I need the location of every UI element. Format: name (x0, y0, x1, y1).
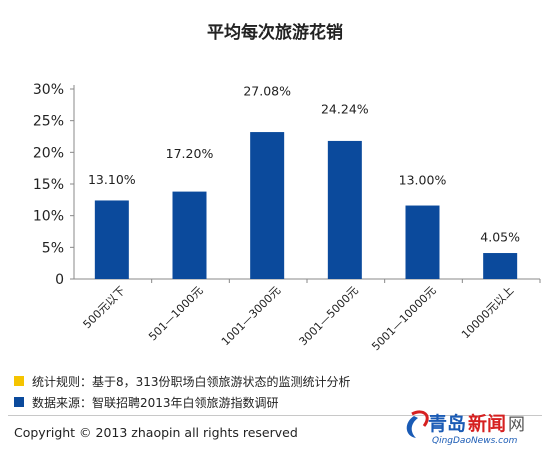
bar (94, 200, 129, 279)
legend-text-rule: 统计规则：基于8，313份职场白领旅游状态的监测统计分析 (32, 374, 351, 389)
x-tick-label: 1001—3000元 (219, 284, 283, 348)
copyright-text: Copyright © 2013 zhaopin all rights rese… (14, 425, 298, 440)
legend-item-source: 数据来源：智联招聘2013年白领旅游指数调研 (14, 394, 279, 410)
bar (327, 140, 362, 279)
chart-title: 平均每次旅游花销 (207, 23, 343, 43)
y-tick-label: 25% (33, 114, 64, 130)
x-tick-label: 3001—5000元 (297, 284, 361, 348)
legend-swatch-yellow (14, 376, 24, 386)
svg-text:网: 网 (508, 415, 525, 435)
y-tick-label: 10% (33, 209, 64, 225)
bar-value-label: 13.00% (399, 173, 447, 188)
y-tick-label: 30% (33, 82, 64, 98)
legend-item-rule: 统计规则：基于8，313份职场白领旅游状态的监测统计分析 (14, 373, 351, 389)
x-tick-label: 501—1000元 (146, 284, 205, 343)
bar (483, 253, 518, 279)
bar-value-label: 24.24% (321, 101, 369, 116)
x-tick-label: 10000元以上 (459, 284, 516, 341)
y-tick-label: 20% (33, 145, 64, 161)
x-tick-label: 500元以下 (81, 284, 128, 331)
x-tick-label: 5001—10000元 (369, 284, 438, 353)
watermark-url: QingDaoNews.com (432, 436, 518, 446)
y-tick-label: 5% (42, 240, 64, 256)
bar (172, 191, 207, 279)
y-tick-label: 0 (55, 272, 64, 288)
watermark-logo: 青岛 新闻 网 QingDaoNews.com (406, 410, 525, 446)
svg-text:新闻: 新闻 (468, 412, 506, 435)
bar-chart: 0 5% 10% 15% 20% 25% 30% 13.10% 500元以下 17.20% 501—… (33, 82, 541, 353)
y-tick-label: 15% (33, 177, 64, 193)
bar-value-label: 4.05% (480, 229, 520, 244)
bar (405, 205, 440, 279)
bar (250, 132, 285, 279)
bar-value-label: 13.10% (88, 172, 136, 187)
bar-value-label: 17.20% (166, 146, 214, 161)
svg-text:青岛: 青岛 (428, 412, 466, 435)
legend-text-source: 数据来源：智联招聘2013年白领旅游指数调研 (32, 395, 279, 410)
bar-value-label: 27.08% (243, 83, 291, 98)
watermark-swoosh-icon (406, 416, 418, 438)
legend-swatch-blue (14, 397, 24, 407)
footer-divider (8, 415, 542, 416)
